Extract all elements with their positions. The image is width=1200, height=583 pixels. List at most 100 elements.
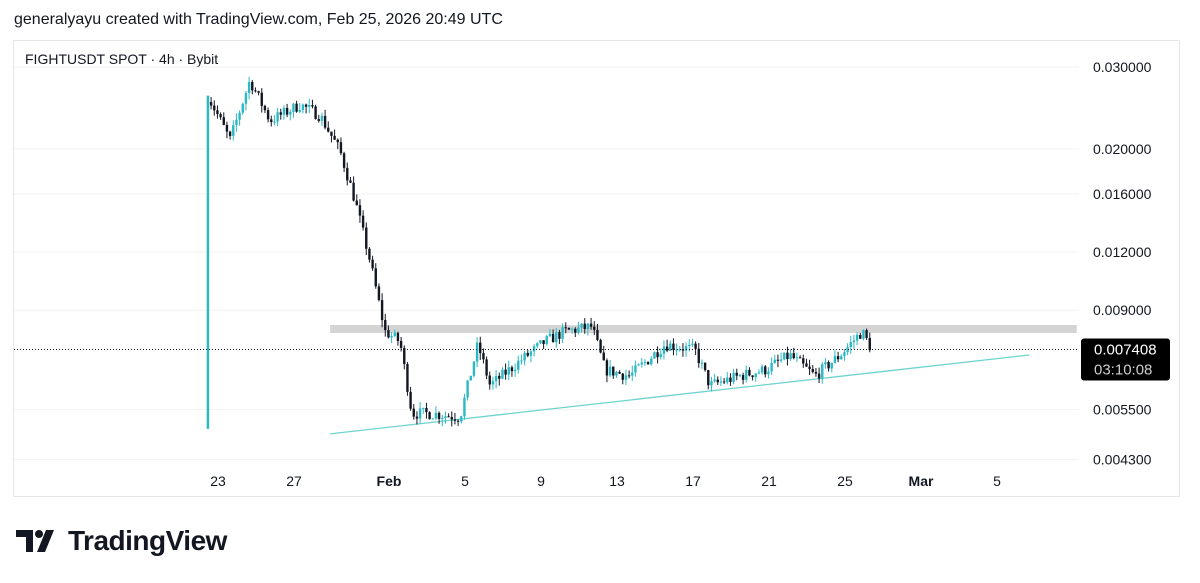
candle-body [726, 377, 729, 383]
x-tick-label: 21 [761, 473, 777, 489]
y-tick-label: 0.030000 [1093, 59, 1152, 75]
candle-body [665, 346, 669, 351]
candle [662, 340, 666, 360]
candle [643, 359, 647, 367]
candle-body [456, 420, 460, 422]
candle [228, 130, 232, 140]
candle [257, 90, 260, 96]
candle-body [311, 105, 314, 107]
candle-body [849, 342, 852, 348]
candle-body [504, 369, 507, 375]
candle-body [567, 327, 571, 330]
x-tick-label: 23 [210, 473, 226, 489]
candle-body [637, 364, 640, 366]
candle [384, 313, 387, 337]
candle-body [431, 418, 434, 420]
candle [612, 366, 615, 379]
candle-body [852, 340, 856, 343]
candle [840, 354, 843, 360]
candle [213, 100, 216, 116]
candle [596, 323, 599, 342]
candle-body [371, 259, 374, 269]
candle-body [415, 416, 419, 419]
candle-body [475, 342, 479, 362]
candle-body [684, 346, 688, 351]
y-tick-label: 0.005500 [1093, 402, 1152, 418]
tradingview-logo[interactable]: TradingView [16, 525, 227, 557]
candle-body [561, 327, 564, 339]
candle [266, 107, 270, 123]
candle [390, 332, 393, 344]
candle-body [779, 359, 783, 361]
candle-body [710, 381, 713, 386]
candle-body [513, 369, 517, 372]
candle-body [219, 114, 222, 118]
candle-body [333, 135, 336, 140]
candle-body [656, 352, 659, 358]
candle-body [365, 227, 368, 249]
candle [346, 162, 349, 186]
candle [608, 359, 612, 378]
candle-body [422, 407, 425, 409]
support-trendline [330, 354, 1030, 435]
candle [289, 109, 292, 121]
candle-body [691, 343, 694, 345]
candle [783, 352, 786, 361]
candle-body [409, 391, 412, 409]
candle [295, 100, 298, 113]
candle [323, 109, 327, 130]
candle [526, 350, 529, 358]
candle [415, 411, 419, 425]
candle [713, 373, 716, 383]
candle-body [865, 330, 868, 338]
candle-body [808, 366, 811, 370]
candle [694, 341, 697, 356]
candle-body [387, 330, 390, 338]
candle [697, 342, 700, 368]
candle-body [602, 352, 605, 361]
candle-body [836, 356, 840, 360]
candle [393, 329, 396, 338]
candle [434, 406, 438, 420]
candle [270, 115, 273, 127]
candle-body [450, 416, 453, 420]
candle [593, 321, 596, 336]
candle [380, 293, 384, 328]
candle [656, 346, 659, 364]
candle [653, 351, 656, 359]
x-tick-label: 25 [837, 473, 853, 489]
candle [811, 365, 814, 374]
candle-body [564, 327, 567, 329]
candle [520, 354, 523, 365]
candle [754, 372, 757, 382]
candle [805, 358, 808, 367]
candle [678, 346, 681, 352]
candle-body [555, 332, 558, 343]
candle-body [485, 359, 488, 376]
candle-body [843, 352, 846, 357]
candle-body [472, 361, 476, 376]
candle [209, 96, 213, 110]
candle [855, 332, 859, 346]
candle-body [653, 352, 656, 359]
candle-body [434, 412, 438, 419]
candle-body [301, 104, 305, 110]
candle-body [488, 375, 491, 385]
candle-body [244, 93, 248, 104]
candle-body [295, 103, 298, 112]
candle [241, 102, 244, 115]
candle [330, 131, 333, 143]
candle [707, 369, 710, 390]
candle [833, 350, 837, 364]
candle [817, 367, 821, 384]
candle [285, 103, 289, 118]
candle-body [479, 342, 482, 354]
candle-body [650, 358, 653, 365]
candle-body [384, 320, 387, 331]
candle [298, 103, 301, 114]
candle-body [444, 416, 447, 419]
candle-body [209, 102, 213, 106]
candle-body [700, 362, 704, 364]
candle [852, 334, 856, 350]
